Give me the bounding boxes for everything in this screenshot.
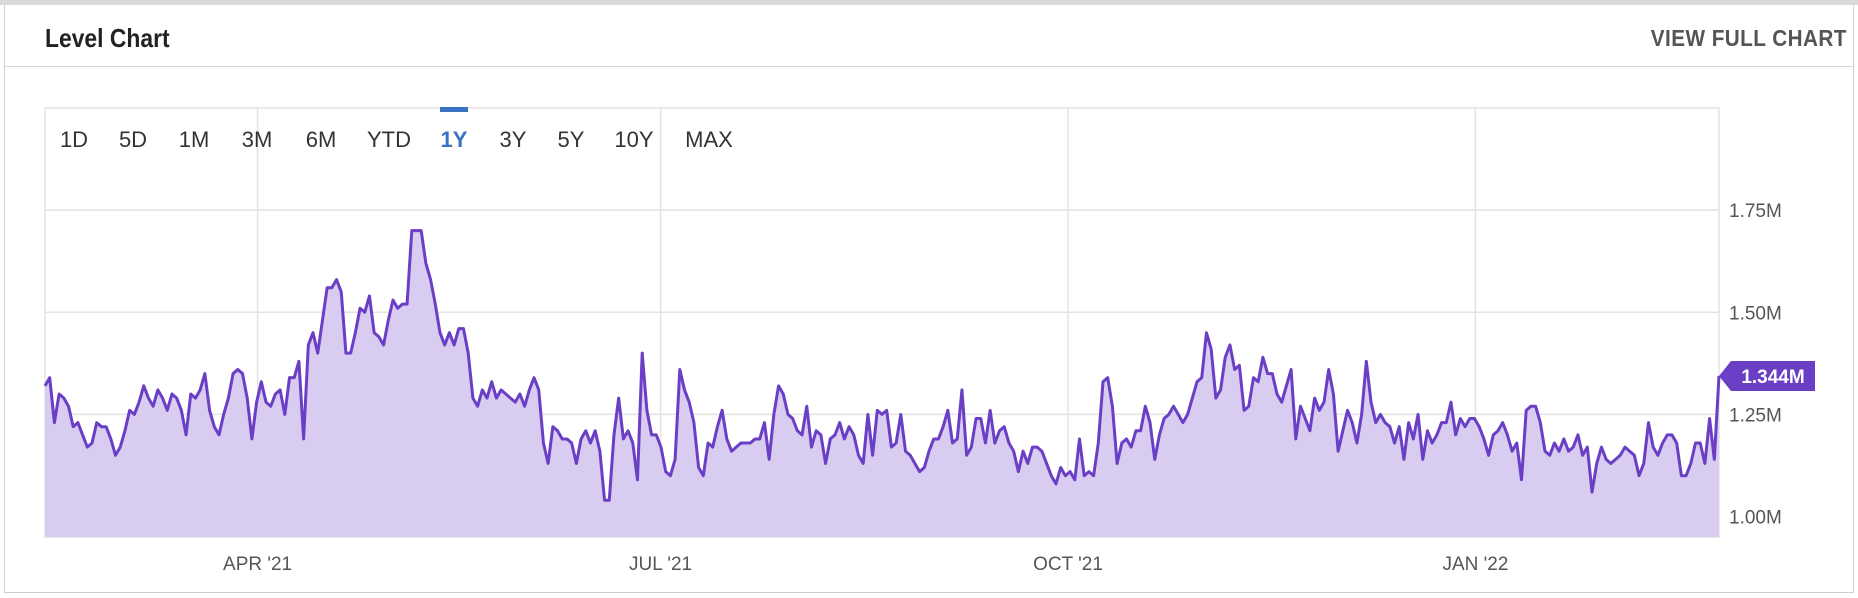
y-tick-label: 1.50M bbox=[1729, 303, 1782, 324]
x-tick-label: JUL '21 bbox=[629, 554, 692, 575]
range-button-ytd[interactable]: YTD bbox=[367, 127, 411, 152]
card-header: Level Chart VIEW FULL CHART bbox=[5, 5, 1853, 67]
range-button-5y[interactable]: 5Y bbox=[558, 127, 585, 152]
view-full-chart-link[interactable]: VIEW FULL CHART bbox=[1650, 25, 1847, 51]
range-button-3m[interactable]: 3M bbox=[242, 127, 273, 152]
range-button-3y[interactable]: 3Y bbox=[500, 127, 527, 152]
range-button-1m[interactable]: 1M bbox=[179, 127, 210, 152]
x-tick-label: APR '21 bbox=[223, 554, 292, 575]
range-button-max[interactable]: MAX bbox=[685, 127, 733, 152]
series-area bbox=[45, 230, 1719, 537]
y-tick-label: 1.25M bbox=[1729, 405, 1782, 426]
chart-title: Level Chart bbox=[45, 23, 170, 53]
top-border bbox=[0, 0, 1858, 5]
range-button-10y[interactable]: 10Y bbox=[614, 127, 653, 152]
x-tick-label: JAN '22 bbox=[1442, 554, 1508, 575]
range-button-1y[interactable]: 1Y bbox=[441, 127, 468, 152]
y-tick-label: 1.75M bbox=[1729, 201, 1782, 222]
range-button-1d[interactable]: 1D bbox=[60, 127, 88, 152]
x-tick-label: OCT '21 bbox=[1033, 554, 1103, 575]
last-value-badge-shape bbox=[1719, 361, 1815, 392]
selected-range-indicator bbox=[440, 107, 468, 112]
last-value-label: 1.344M bbox=[1741, 367, 1804, 388]
range-button-6m[interactable]: 6M bbox=[306, 127, 337, 152]
series-line bbox=[43, 229, 1721, 502]
last-value-badge: 1.344M bbox=[1719, 361, 1815, 392]
range-button-5d[interactable]: 5D bbox=[119, 127, 147, 152]
y-tick-label: 1.00M bbox=[1729, 508, 1782, 529]
